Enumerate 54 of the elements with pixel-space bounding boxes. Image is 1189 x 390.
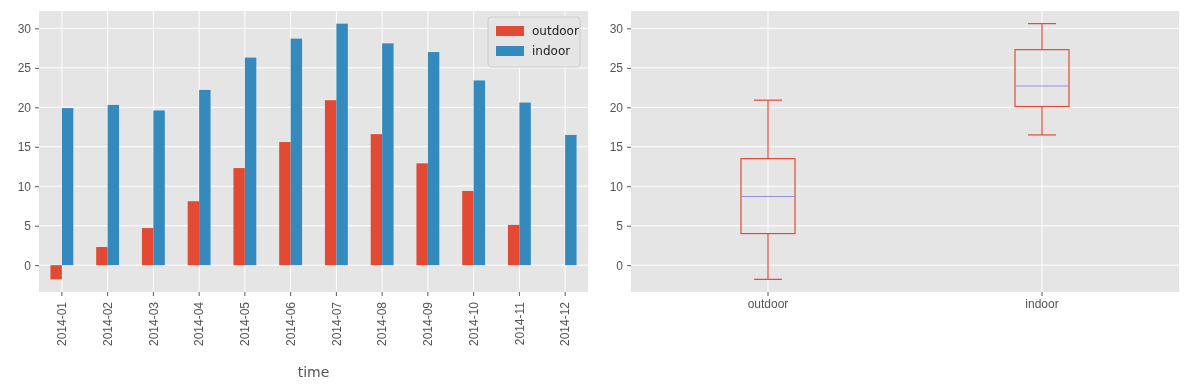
legend-label: indoor <box>532 44 571 58</box>
bar <box>50 265 62 280</box>
bar <box>96 247 108 266</box>
x-tick-label: 2014-07 <box>329 301 344 347</box>
y-tick-label: 20 <box>17 100 32 115</box>
bar <box>324 100 337 266</box>
legend-label: outdoor <box>532 24 579 38</box>
x-tick-label: 2014-09 <box>421 301 436 347</box>
bar <box>427 52 440 266</box>
bar <box>141 228 154 266</box>
y-tick-label: 15 <box>17 140 32 155</box>
y-tick-label: 20 <box>609 100 624 115</box>
bar <box>382 43 394 266</box>
x-tick-label: 2014-11 <box>512 301 527 346</box>
x-tick-label: indoor <box>1025 296 1059 311</box>
bar <box>153 110 165 266</box>
x-tick-label: 2014-10 <box>466 301 481 347</box>
bar <box>244 57 257 266</box>
x-tick-label: 2014-04 <box>192 301 207 347</box>
x-tick-label: 2014-02 <box>100 301 115 347</box>
bar <box>233 168 245 266</box>
x-tick-label: outdoor <box>747 296 789 311</box>
x-tick-label: 2014-05 <box>238 301 253 347</box>
x-tick-label: 2014-01 <box>55 301 70 347</box>
bar <box>290 38 303 266</box>
bar <box>199 89 211 266</box>
bar <box>473 80 486 266</box>
x-tick-label: 2014-06 <box>283 301 298 347</box>
x-tick-label: 2014-12 <box>558 301 573 347</box>
y-tick-label: 5 <box>616 219 624 234</box>
y-tick-label: 15 <box>609 140 624 155</box>
y-tick-label: 0 <box>616 258 624 273</box>
bar <box>507 224 520 266</box>
bar <box>519 102 531 266</box>
y-tick-label: 30 <box>17 21 32 36</box>
x-tick-label: 2014-03 <box>146 301 161 347</box>
y-tick-label: 25 <box>17 61 32 76</box>
y-tick-label: 5 <box>24 219 32 234</box>
bar <box>462 190 474 266</box>
bar <box>187 201 200 266</box>
bar <box>416 163 428 266</box>
y-tick-label: 10 <box>17 179 32 194</box>
y-tick-label: 30 <box>609 21 624 36</box>
x-tick-label: 2014-08 <box>375 301 390 347</box>
y-tick-label: 0 <box>24 258 32 273</box>
y-tick-label: 10 <box>609 179 624 194</box>
bar <box>370 134 383 266</box>
bar <box>336 23 348 266</box>
x-axis-title: time <box>297 364 330 380</box>
y-tick-label: 25 <box>609 61 624 76</box>
bar <box>565 134 577 266</box>
bar <box>107 104 120 266</box>
bar <box>61 108 74 266</box>
bar <box>279 142 291 266</box>
